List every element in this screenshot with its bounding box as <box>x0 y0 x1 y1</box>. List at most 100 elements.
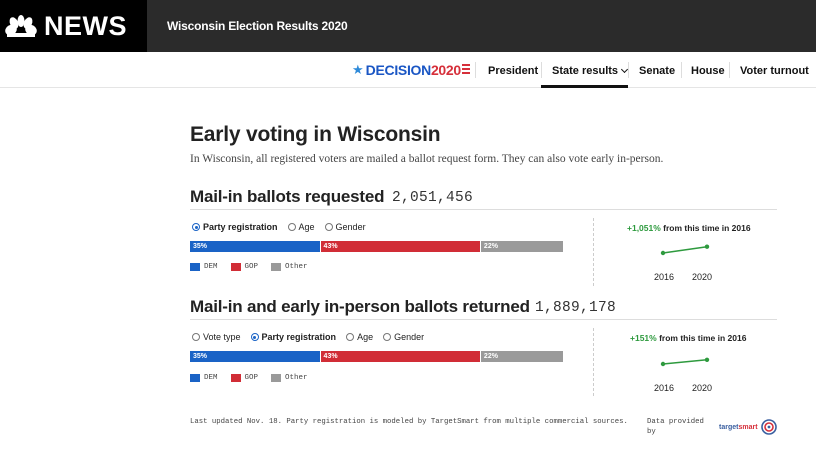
star-icon: ★ <box>352 62 364 77</box>
trend-sparkline <box>660 357 710 367</box>
requested-total: 2,051,456 <box>392 190 474 206</box>
nav-item-state-results[interactable]: State results <box>552 65 629 77</box>
decision-year: 2020 <box>430 62 461 78</box>
logo-text: NEWS <box>44 11 127 41</box>
vertical-divider <box>593 328 594 396</box>
year-label-2020: 2020 <box>692 272 713 282</box>
radio-button[interactable] <box>383 333 392 341</box>
radio-label: Gender <box>394 332 425 342</box>
trend-percent: +1,051% <box>627 223 661 233</box>
bar-segment-dem[interactable]: 35% <box>190 241 321 252</box>
breakdown-radio-group: Vote type Party registration Age Gender <box>192 330 434 344</box>
radio-button[interactable] <box>324 223 333 231</box>
intro-text: In Wisconsin, all registered voters are … <box>190 153 664 165</box>
bar-segment-gop[interactable]: 43% <box>320 351 481 362</box>
nav-item-president[interactable]: President <box>488 65 539 77</box>
page-title: Wisconsin Election Results 2020 <box>167 19 348 33</box>
wordmark-part: target <box>719 423 739 431</box>
radio-label: Party registration <box>261 332 337 342</box>
radio-label: Vote type <box>203 332 241 342</box>
sparkline-point-2016 <box>660 361 666 367</box>
legend-item-dem: DEM <box>190 374 218 382</box>
legend-label: GOP <box>244 374 259 382</box>
legend-swatch <box>230 374 241 382</box>
nav-divider <box>729 62 730 78</box>
radio-party-registration[interactable]: Party registration <box>250 332 337 342</box>
nav-divider <box>475 62 476 78</box>
target-icon <box>760 419 777 435</box>
radio-label: Party registration <box>203 222 278 232</box>
party-share-bar: 35% 43% 22% <box>190 351 563 362</box>
radio-button[interactable] <box>346 333 355 341</box>
targetsmart-wordmark: targetsmart <box>719 424 758 431</box>
sparkline-point-2016 <box>660 250 666 256</box>
main-title: Early voting in Wisconsin <box>190 123 441 146</box>
nav-bar: ★ DECISION 2020 President State results … <box>0 52 816 88</box>
radio-button[interactable] <box>250 333 259 341</box>
nav-item-senate[interactable]: Senate <box>639 65 676 77</box>
legend-item-other: Other <box>271 374 308 382</box>
data-provided-by: Data provided by <box>647 418 704 436</box>
section-divider <box>190 209 777 210</box>
legend-swatch <box>271 263 282 271</box>
trend-text: from this time in 2016 <box>660 223 751 233</box>
legend: DEM GOP Other <box>190 373 321 383</box>
sparkline-line <box>662 245 708 254</box>
bar-segment-dem[interactable]: 35% <box>190 351 321 362</box>
radio-button[interactable] <box>192 333 200 341</box>
nav-item-house[interactable]: House <box>691 65 725 77</box>
footnote: Last updated Nov. 18. Party registration… <box>190 418 628 426</box>
active-tab-indicator <box>541 85 628 88</box>
legend-label: DEM <box>204 263 218 271</box>
breakdown-radio-group: Party registration Age Gender <box>192 220 376 234</box>
bar-segment-gop[interactable]: 43% <box>320 241 481 252</box>
radio-age[interactable]: Age <box>287 222 315 232</box>
top-bar: NEWS Wisconsin Election Results 2020 <box>0 0 816 52</box>
bar-segment-other[interactable]: 22% <box>480 351 563 362</box>
decision-text: DECISION <box>365 62 432 78</box>
sparkline-point-2020 <box>704 357 710 362</box>
trend-summary: +1,051% from this time in 2016 <box>627 223 751 233</box>
radio-gender[interactable]: Gender <box>383 332 424 342</box>
peacock-icon <box>5 15 37 37</box>
section-title-returned: Mail-in and early in-person ballots retu… <box>190 297 530 316</box>
chevron-down-icon <box>620 65 629 74</box>
party-share-bar: 35% 43% 22% <box>190 241 563 252</box>
sparkline-line <box>662 359 708 365</box>
legend-item-dem: DEM <box>190 263 218 271</box>
legend-label: Other <box>285 374 308 382</box>
radio-button[interactable] <box>192 223 200 231</box>
year-label-2020: 2020 <box>692 383 713 393</box>
legend-swatch <box>230 263 241 271</box>
legend-label: DEM <box>204 374 218 382</box>
wordmark-part: smart <box>738 423 758 431</box>
radio-gender[interactable]: Gender <box>324 222 366 232</box>
legend-label: GOP <box>244 263 259 271</box>
targetsmart-logo[interactable]: targetsmart <box>719 419 777 435</box>
nav-item-voter-turnout[interactable]: Voter turnout <box>740 65 809 77</box>
radio-label: Age <box>298 222 315 232</box>
flag-icon <box>461 64 470 76</box>
nbc-news-logo[interactable]: NEWS <box>4 11 127 41</box>
decision-2020-logo[interactable]: ★ DECISION 2020 <box>352 60 470 80</box>
radio-label: Gender <box>335 222 366 232</box>
radio-button[interactable] <box>287 223 296 231</box>
page-title-box: Wisconsin Election Results 2020 <box>147 0 816 52</box>
section-divider <box>190 319 777 320</box>
legend-label: Other <box>285 263 308 271</box>
nav-divider <box>541 62 542 78</box>
radio-age[interactable]: Age <box>346 332 373 342</box>
trend-percent: +151% <box>630 333 657 343</box>
legend-swatch <box>190 263 200 271</box>
nav-divider <box>628 62 629 78</box>
year-label-2016: 2016 <box>654 383 675 393</box>
bar-segment-other[interactable]: 22% <box>480 241 563 252</box>
radio-label: Age <box>357 332 374 342</box>
trend-text: from this time in 2016 <box>656 333 747 343</box>
nav-divider <box>681 62 682 78</box>
legend-swatch <box>190 374 200 382</box>
trend-sparkline <box>660 244 710 256</box>
vertical-divider <box>593 218 594 286</box>
radio-vote-type[interactable]: Vote type <box>192 332 241 342</box>
radio-party-registration[interactable]: Party registration <box>192 222 278 232</box>
